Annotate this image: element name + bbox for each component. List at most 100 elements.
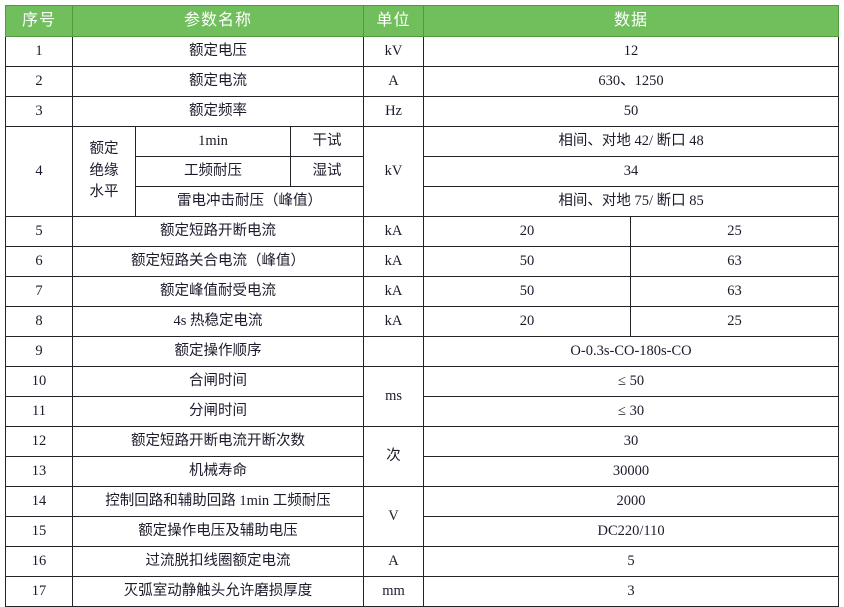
row-unit: mm [363,576,425,607]
table-body: 1 额定电压 kV 12 2 额定电流 A 630、1250 3 额定频率 Hz… [5,36,840,607]
table-row: 雷电冲击耐压（峰值） 相间、对地 75/ 断口 85 [6,186,840,217]
row-parameter: 过流脱扣线圈额定电流 [71,546,365,577]
row-unit: kA [363,276,425,307]
header-row: 序号 参数名称 单位 数据 [5,5,840,37]
row-index: 12 [5,426,73,457]
row-data-b: 25 [630,306,840,337]
row-unit: Hz [363,96,425,127]
header-parameter: 参数名称 [71,5,365,37]
row-index: 16 [5,546,73,577]
insulation-level-line-3: 水平 [89,184,119,201]
row-data-a: 20 [423,216,632,247]
header-unit: 单位 [363,5,425,37]
row-parameter: 额定短路关合电流（峰值） [71,246,365,277]
header-data: 数据 [423,5,840,37]
spec-table-container: 序号 参数名称 单位 数据 1 额定电压 kV 12 2 额定电流 A 630、… [5,5,840,607]
row-index: 17 [5,576,73,607]
row-parameter: 分闸时间 [71,396,365,427]
row-index: 10 [5,366,73,397]
row-data: 30000 [423,456,840,487]
row-index: 13 [5,456,73,487]
table-row: 9 额定操作顺序 O-0.3s-CO-180s-CO [5,336,840,367]
insulation-level-line-2: 绝缘 [89,162,119,179]
table-row: 4 额定 绝缘 水平 1min 干试 kV 相间、对地 42/ 断口 48 [5,126,840,217]
row-parameter: 额定短路开断电流 [71,216,365,247]
row-unit: A [363,546,425,577]
row-data: ≤ 50 [423,366,840,397]
row-parameter: 雷电冲击耐压（峰值） [134,186,365,217]
row-data: 630、1250 [423,66,840,97]
row-parameter: 额定电流 [71,66,365,97]
row-data-a: 20 [423,306,632,337]
row-index: 11 [5,396,73,427]
row-parameter: 4s 热稳定电流 [71,306,365,337]
row-parameter: 额定电压 [71,36,365,67]
table-row: 16 过流脱扣线圈额定电流 A 5 [5,546,840,577]
row-parameter: 额定峰值耐受电流 [71,276,365,307]
test-condition: 干试 [289,126,365,157]
row-index: 14 [5,486,73,517]
row-data: O-0.3s-CO-180s-CO [423,336,840,367]
row-data: 12 [423,36,840,67]
test-condition: 湿试 [289,156,365,187]
table-row: 10 合闸时间 ms ≤ 50 [5,366,840,427]
row-parameter: 额定短路开断电流开断次数 [71,426,365,457]
row-data: 相间、对地 42/ 断口 48 [423,126,840,157]
row-data-b: 63 [630,276,840,307]
insulation-level-line-1: 额定 [89,140,119,157]
row-index: 9 [5,336,73,367]
row-data: 50 [423,96,840,127]
row-index: 7 [5,276,73,307]
row-index: 4 [5,126,73,217]
table-row: 14 控制回路和辅助回路 1min 工频耐压 V 2000 [5,486,840,547]
row-index: 5 [5,216,73,247]
row-unit: kV [363,126,425,217]
row-parameter: 合闸时间 [71,366,365,397]
table-row: 3 额定频率 Hz 50 [5,96,840,127]
row-parameter: 机械寿命 [71,456,365,487]
header-index: 序号 [5,5,73,37]
table-row: 8 4s 热稳定电流 kA 20 25 [5,306,840,337]
row-index: 8 [5,306,73,337]
row-data: 2000 [423,486,840,517]
row-index: 3 [5,96,73,127]
table-row: 7 额定峰值耐受电流 kA 50 63 [5,276,840,307]
row-data: 5 [423,546,840,577]
row-parameter: 工频耐压 [135,156,291,187]
row-data: 34 [423,156,840,187]
row-unit: kA [363,246,425,277]
row-data: 相间、对地 75/ 断口 85 [423,186,840,217]
row-unit: ms [363,366,425,427]
row-parameter: 额定操作电压及辅助电压 [71,516,365,547]
row-index: 2 [5,66,73,97]
row-unit [363,336,425,367]
table-row: 6 额定短路关合电流（峰值） kA 50 63 [5,246,840,277]
table-row: 17 灭弧室动静触头允许磨损厚度 mm 3 [5,576,840,607]
row-unit: 次 [363,426,425,487]
specification-table: 序号 参数名称 单位 数据 1 额定电压 kV 12 2 额定电流 A 630、… [5,5,840,607]
row-index: 6 [5,246,73,277]
row-unit: kA [363,216,425,247]
row-unit: A [363,66,425,97]
row-data-a: 50 [423,246,632,277]
table-row: 12 额定短路开断电流开断次数 次 30 [5,426,840,487]
row-data-b: 63 [630,246,840,277]
table-row: 5 额定短路开断电流 kA 20 25 [5,216,840,247]
row-unit: kA [363,306,425,337]
table-row: 1 额定电压 kV 12 [5,36,840,67]
table-row: 13 机械寿命 30000 [5,456,840,487]
row-data: 30 [423,426,840,457]
table-row: 2 额定电流 A 630、1250 [5,66,840,97]
row-data-b: 25 [630,216,840,247]
row-index: 15 [5,516,73,547]
row-data-a: 50 [423,276,632,307]
row-unit: kV [363,36,425,67]
row-parameter: 1min [135,126,291,157]
row-data: DC220/110 [423,516,840,547]
row-parameter: 额定频率 [71,96,365,127]
row-data: ≤ 30 [423,396,840,427]
table-row: 15 额定操作电压及辅助电压 DC220/110 [5,516,840,547]
table-header: 序号 参数名称 单位 数据 [5,5,840,37]
row-parameter: 额定操作顺序 [71,336,365,367]
row-parameter: 控制回路和辅助回路 1min 工频耐压 [71,486,365,517]
